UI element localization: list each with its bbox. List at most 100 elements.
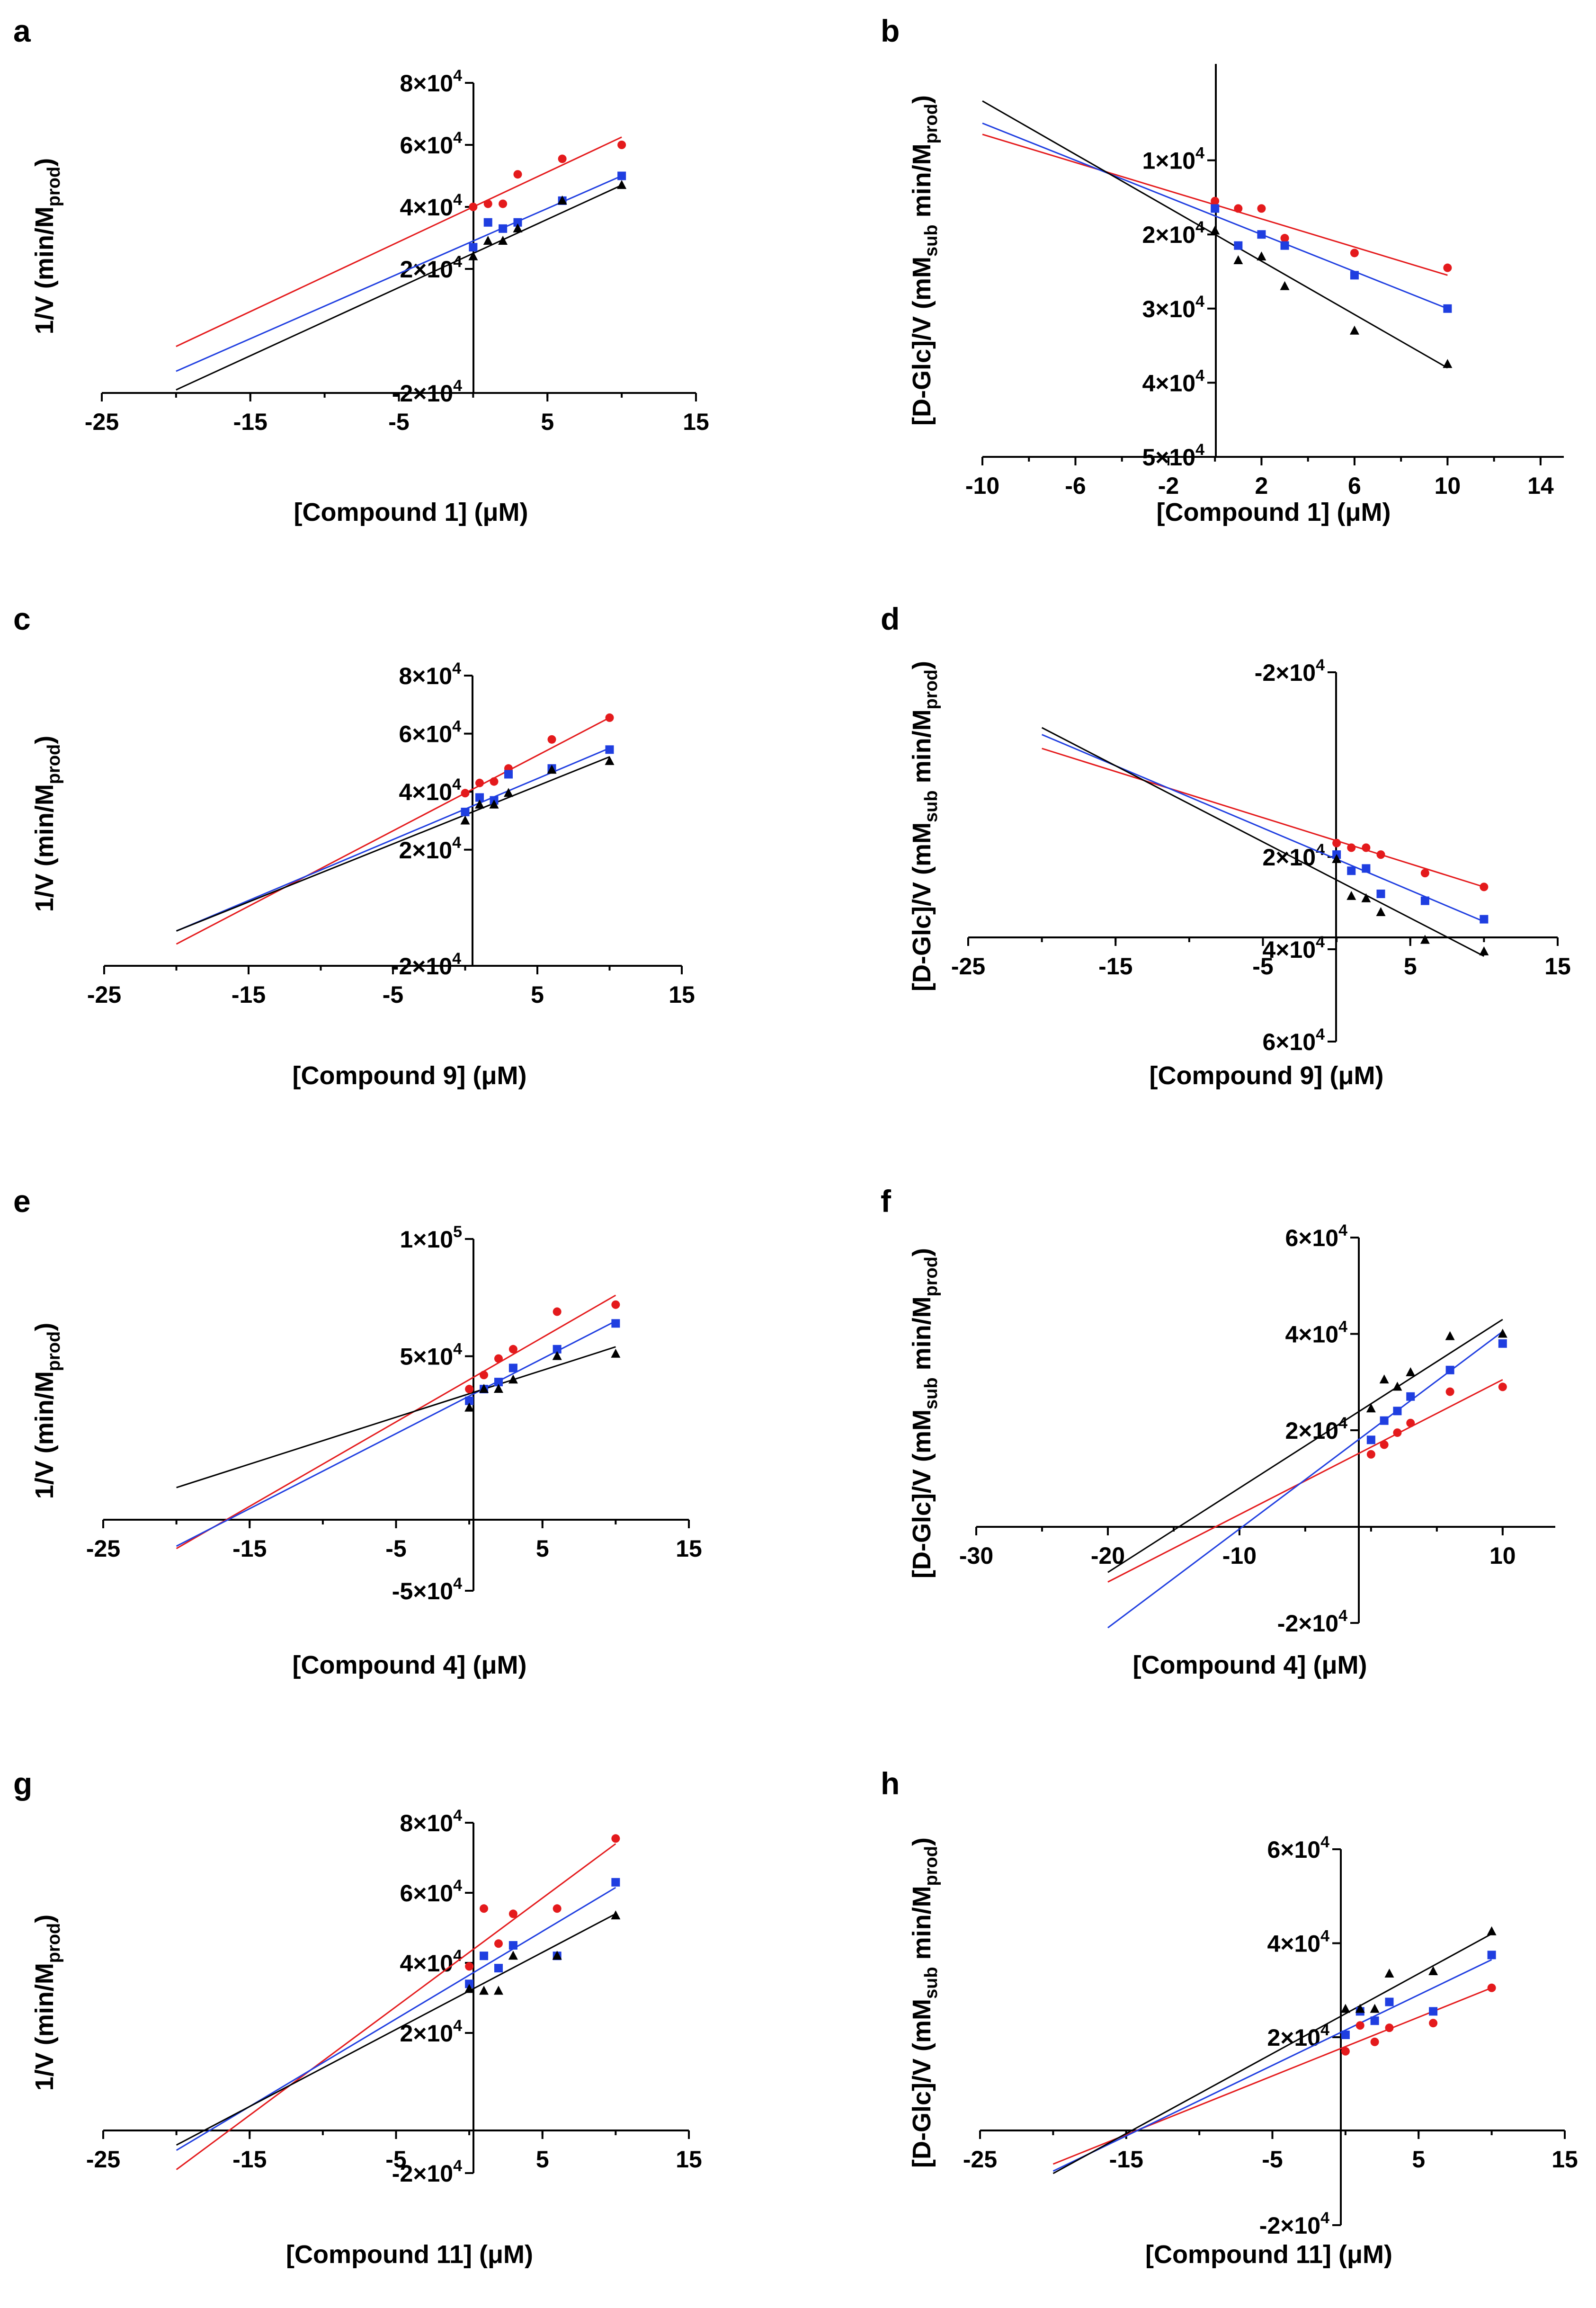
data-point-black <box>479 1986 489 1995</box>
data-point-blue <box>617 171 626 180</box>
x-tick-label: -25 <box>963 2146 997 2173</box>
data-point-red <box>475 778 484 787</box>
panel-h: h -25 -15 -5 5 15 6×104 4×104 2×104 -2×104[Compou… <box>881 1766 1578 2269</box>
data-point-blue <box>1280 241 1289 250</box>
data-point-blue <box>1445 1365 1454 1374</box>
y-tick-label: 3×104 <box>1142 293 1204 322</box>
x-tick-label: -5 <box>385 1535 406 1562</box>
x-tick-label: -25 <box>87 981 121 1008</box>
fit-line-black <box>176 756 610 932</box>
x-tick-label: -10 <box>965 472 999 499</box>
data-point-blue <box>1370 2016 1379 2025</box>
data-point-blue <box>461 808 470 817</box>
fit-line-red <box>1042 748 1484 888</box>
y-axis-title: 1/V (min/Mprod) <box>30 158 64 334</box>
data-point-red <box>558 154 567 163</box>
x-tick-label: 2 <box>1255 472 1268 499</box>
data-point-red <box>1355 2021 1364 2030</box>
data-point-black <box>1370 2004 1380 2013</box>
fit-line-red <box>176 1843 616 2170</box>
data-point-black <box>493 1986 503 1995</box>
x-axis-title: [Compound 4] (μM) <box>293 1651 527 1679</box>
fit-line-black <box>176 1346 616 1488</box>
panel-letter: f <box>881 1184 892 1219</box>
x-tick-label: 5 <box>531 981 544 1008</box>
data-point-black <box>464 1402 474 1412</box>
data-point-black <box>1428 1966 1438 1976</box>
data-point-red <box>1366 1450 1375 1459</box>
x-tick-label: 10 <box>1489 1542 1516 1569</box>
y-axis-title: [D-Glc]/V (mMsub min/Mprod) <box>908 1248 941 1578</box>
data-point-blue <box>1429 2007 1438 2016</box>
y-tick-label: -2×104 <box>1259 2209 1329 2239</box>
panel-letter: c <box>13 601 31 636</box>
x-tick-label: 5 <box>536 2146 549 2173</box>
y-tick-label: -2×104 <box>391 950 461 980</box>
data-point-red <box>1443 263 1452 272</box>
y-tick-label: 8×104 <box>400 1807 462 1836</box>
data-point-blue <box>611 1319 620 1328</box>
x-tick-label: -25 <box>86 2146 120 2173</box>
data-point-red <box>611 1834 620 1843</box>
data-point-black <box>508 1374 518 1384</box>
data-point-blue <box>1347 866 1356 875</box>
x-axis-title: [Compound 11] (μM) <box>286 2240 533 2269</box>
fit-line-black <box>1107 1319 1503 1573</box>
data-point-red <box>1406 1418 1415 1427</box>
data-point-blue <box>1257 230 1266 239</box>
panel-c: c -25 -15 -5 5 15 8×104 6×104 4×104 2×104 -2×104 [C… <box>13 601 695 1090</box>
y-tick-label: 8×104 <box>400 67 462 97</box>
y-axis-title: 1/V (min/Mprod) <box>30 1323 64 1499</box>
data-point-red <box>465 1962 474 1971</box>
data-point-blue <box>1341 2031 1350 2040</box>
data-point-red <box>513 170 522 179</box>
x-tick-label: 5 <box>536 1535 549 1562</box>
data-point-blue <box>1366 1435 1375 1444</box>
x-tick-label: -6 <box>1065 472 1086 499</box>
y-tick-label: 1×105 <box>400 1223 462 1253</box>
data-point-red <box>508 1345 517 1354</box>
x-tick-label: -15 <box>232 1535 267 1562</box>
data-point-red <box>1362 843 1371 852</box>
data-point-red <box>547 735 556 744</box>
data-point-black <box>1257 251 1266 261</box>
y-tick-label: 6×104 <box>1285 1221 1347 1251</box>
x-tick-label: -15 <box>232 2146 267 2173</box>
data-point-red <box>494 1939 503 1948</box>
data-point-red <box>469 203 478 211</box>
x-tick-label: 5 <box>541 409 554 435</box>
data-point-blue <box>513 218 522 227</box>
data-point-blue <box>553 1345 562 1354</box>
panel-g: g -25 -15 -5 5 15 8×104 6×104 4×104 2×104 -2×104 [C… <box>13 1766 702 2269</box>
data-point-black <box>617 180 627 189</box>
data-point-black <box>468 251 478 260</box>
fit-line-blue <box>176 175 622 372</box>
x-tick-label: 10 <box>1435 472 1461 499</box>
panel-letter: d <box>881 601 900 636</box>
data-point-blue <box>1385 1997 1394 2006</box>
data-point-blue <box>1420 896 1429 905</box>
y-tick-label: -2×104 <box>1255 656 1325 686</box>
data-point-red <box>465 1385 474 1394</box>
data-point-red <box>1347 843 1356 852</box>
fit-line-blue <box>982 122 1448 310</box>
y-axis-title: [D-Glc]/V (mMsub min/Mprod) <box>908 1837 941 2168</box>
x-tick-label: -5 <box>1262 2146 1283 2173</box>
data-point-black <box>1445 1331 1455 1340</box>
data-point-black <box>498 236 508 245</box>
fit-line-red <box>176 1294 616 1550</box>
x-tick-label: -5 <box>1252 953 1273 980</box>
data-point-red <box>1211 196 1220 205</box>
data-point-red <box>1380 1440 1389 1449</box>
data-point-blue <box>1211 204 1220 213</box>
data-point-blue <box>1406 1392 1415 1401</box>
x-tick-label: -25 <box>85 409 119 435</box>
data-point-blue <box>469 243 478 252</box>
data-point-red <box>480 1904 489 1913</box>
data-point-blue <box>1350 271 1359 280</box>
data-point-blue <box>1376 890 1385 898</box>
data-point-blue <box>494 1378 503 1387</box>
data-point-red <box>1480 882 1489 891</box>
